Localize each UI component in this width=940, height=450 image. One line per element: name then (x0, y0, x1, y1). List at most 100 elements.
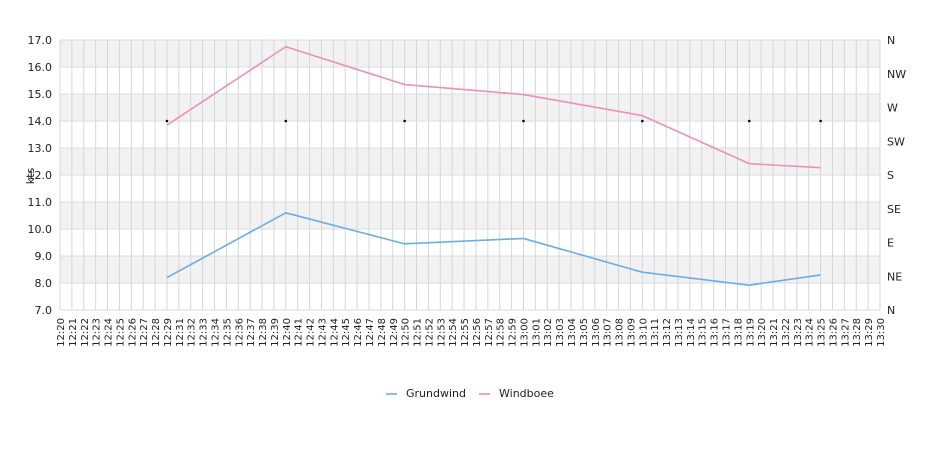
direction-markers (165, 119, 822, 123)
x-tick-label: 13:30 (876, 318, 887, 347)
y-tick-label: 16.0 (28, 61, 53, 74)
right-axis-label: N (887, 304, 895, 317)
x-tick-label: 12:42 (306, 318, 317, 347)
x-tick-label: 13:16 (710, 318, 721, 347)
x-tick-label: 12:41 (294, 318, 305, 347)
x-tick-label: 13:24 (805, 318, 816, 347)
x-tick-label: 12:21 (68, 318, 79, 347)
x-tick-label: 13:29 (864, 318, 875, 347)
y-tick-label: 15.0 (28, 88, 53, 101)
direction-marker (284, 119, 288, 123)
x-tick-label: 12:43 (317, 318, 328, 347)
band (60, 148, 880, 175)
x-tick-label: 13:21 (769, 318, 780, 347)
x-tick-label: 12:46 (353, 318, 364, 347)
right-axis-ticks: N NE E SE S SW W NW N (887, 34, 906, 317)
x-tick-label: 13:15 (698, 318, 709, 347)
right-axis-label: W (887, 102, 898, 115)
right-axis-label: SW (887, 135, 905, 148)
y-tick-label: 9.0 (35, 250, 53, 263)
x-tick-label: 13:00 (519, 318, 530, 347)
x-tick-label: 12:38 (258, 318, 269, 347)
band (60, 94, 880, 121)
y-tick-label: 8.0 (35, 277, 53, 290)
x-tick-label: 13:02 (543, 318, 554, 347)
horizontal-gridlines (60, 39, 880, 311)
x-tick-label: 12:40 (282, 318, 293, 347)
x-tick-label: 12:20 (56, 318, 67, 347)
x-tick-label: 12:28 (151, 318, 162, 347)
x-tick-label: 12:39 (270, 318, 281, 347)
series-line-grundwind (166, 212, 821, 286)
x-tick-label: 13:06 (591, 318, 602, 347)
x-tick-label: 13:26 (828, 318, 839, 347)
x-tick-label: 13:09 (626, 318, 637, 347)
x-tick-label: 12:34 (210, 318, 221, 347)
x-tick-label: 12:37 (246, 318, 257, 347)
x-tick-label: 13:27 (840, 318, 851, 347)
x-tick-label: 12:57 (484, 318, 495, 347)
x-tick-label: 12:24 (104, 318, 115, 347)
x-tick-label: 12:50 (401, 318, 412, 347)
y-tick-label: 11.0 (28, 196, 53, 209)
x-tick-label: 13:08 (615, 318, 626, 347)
x-tick-label: 13:25 (817, 318, 828, 347)
y-tick-label: 14.0 (28, 115, 53, 128)
x-tick-label: 12:26 (127, 318, 138, 347)
y-tick-label: 13.0 (28, 142, 53, 155)
x-tick-label: 12:31 (175, 318, 186, 347)
y-axis-label: kts (24, 168, 37, 185)
legend: Grundwind Windboee (386, 387, 554, 400)
x-tick-label: 13:03 (555, 318, 566, 347)
x-tick-label: 12:58 (496, 318, 507, 347)
direction-marker (641, 119, 644, 123)
x-tick-label: 12:48 (377, 318, 388, 347)
x-tick-label: 12:25 (115, 318, 126, 347)
x-tick-label: 12:45 (341, 318, 352, 347)
x-tick-label: 12:49 (389, 318, 400, 347)
x-tick-label: 12:33 (199, 318, 210, 347)
y-axis-ticks: 7.0 8.0 9.0 10.0 11.0 12.0 13.0 14.0 15.0 16.0 17.… (28, 34, 53, 317)
band (60, 121, 880, 148)
band (60, 175, 880, 202)
x-tick-label: 13:17 (722, 318, 733, 347)
band (60, 229, 880, 256)
x-tick-label: 13:14 (686, 318, 697, 347)
x-tick-label: 12:52 (424, 318, 435, 347)
x-tick-label: 12:59 (508, 318, 519, 347)
x-tick-label: 13:04 (567, 318, 578, 347)
x-tick-label: 13:20 (757, 318, 768, 347)
x-tick-label: 12:56 (472, 318, 483, 347)
direction-marker (819, 119, 822, 123)
x-tick-label: 13:10 (638, 318, 649, 347)
x-tick-label: 12:51 (413, 318, 424, 347)
x-tick-label: 13:07 (603, 318, 614, 347)
direction-marker (522, 119, 525, 123)
band (60, 40, 880, 67)
direction-marker (747, 119, 751, 123)
direction-marker (165, 119, 169, 123)
x-tick-label: 12:22 (80, 318, 91, 347)
right-axis-label: N (887, 34, 895, 47)
x-tick-label: 13:22 (781, 318, 792, 347)
x-tick-label: 12:35 (222, 318, 233, 347)
x-tick-label: 12:54 (448, 318, 459, 347)
y-tick-label: 12.0 (28, 169, 53, 182)
x-tick-label: 13:19 (745, 318, 756, 347)
x-axis-ticks: 12:20 12:21 12:22 12:23 12:24 12:25 12:26 12:27… (56, 318, 887, 347)
x-tick-label: 12:55 (460, 318, 471, 347)
series-lines (166, 45, 821, 286)
x-tick-label: 13:28 (852, 318, 863, 347)
y-tick-label: 10.0 (28, 223, 53, 236)
x-tick-label: 13:23 (793, 318, 804, 347)
x-tick-label: 12:27 (139, 318, 150, 347)
x-tick-label: 13:05 (579, 318, 590, 347)
series-line-windboee (166, 45, 821, 169)
x-tick-label: 12:36 (234, 318, 245, 347)
right-axis-label: S (887, 169, 894, 182)
x-tick-label: 12:44 (329, 318, 340, 347)
band (60, 283, 880, 310)
right-axis-label: NW (887, 68, 906, 81)
x-tick-label: 13:12 (662, 318, 673, 347)
